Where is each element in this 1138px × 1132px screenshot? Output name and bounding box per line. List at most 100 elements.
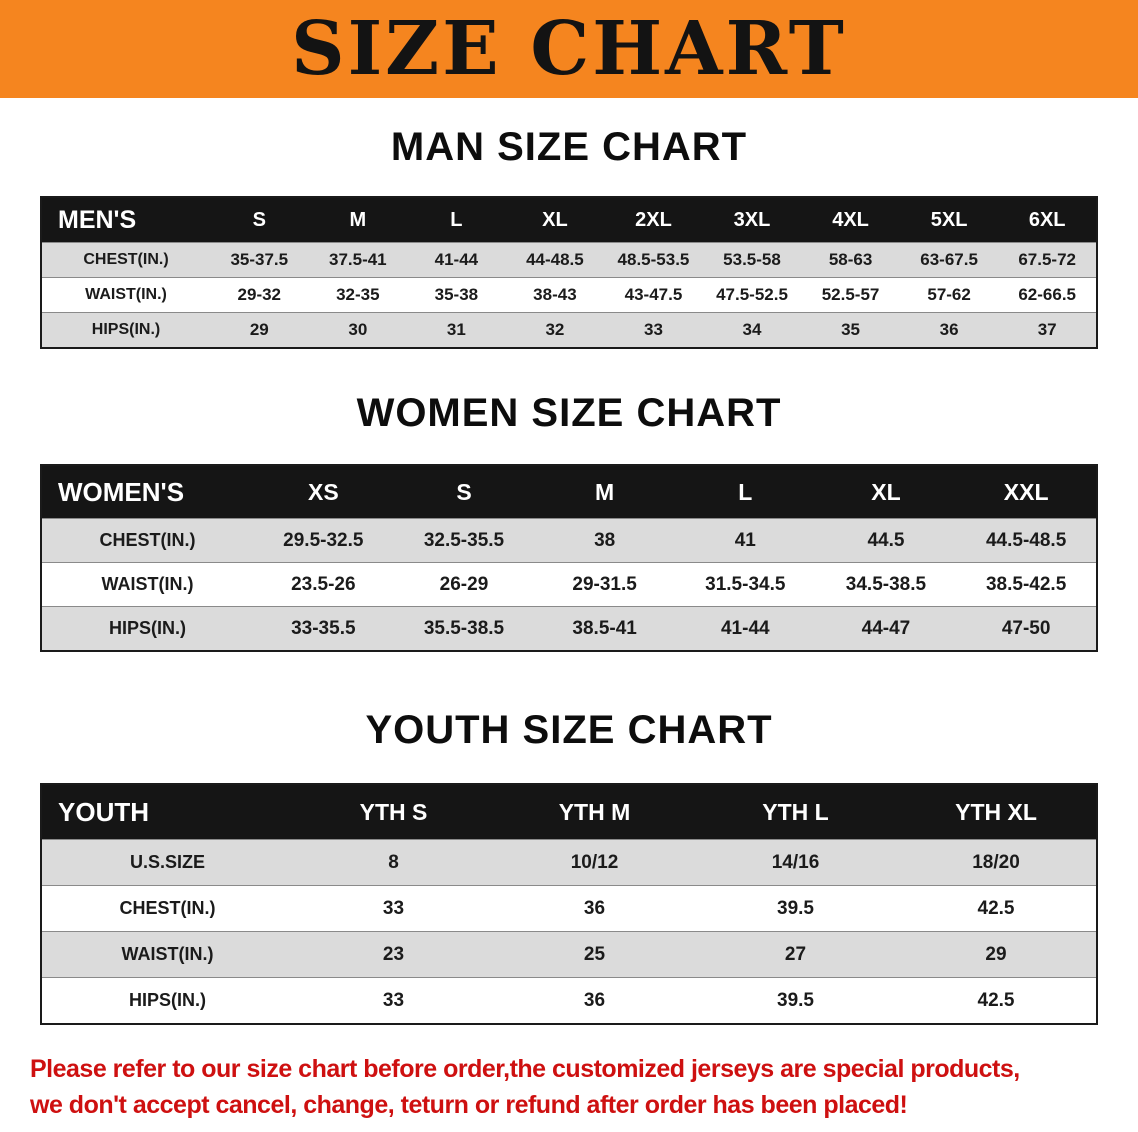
table-header-row: WOMEN'S XS S M L XL XXL [41, 465, 1097, 519]
size-column-header: YTH S [293, 784, 494, 840]
table-group-label: WOMEN'S [41, 465, 253, 519]
table-row: CHEST(IN.) 29.5-32.5 32.5-35.5 38 41 44.5 44.5… [41, 518, 1097, 563]
size-column-header: L [407, 197, 506, 243]
measurement-value: 32.5-35.5 [393, 518, 535, 563]
youth-table-container: YOUTH YTH S YTH M YTH L YTH XL U.S.SIZE 8 10/12… [0, 753, 1138, 1025]
disclaimer-line-1: Please refer to our size chart before or… [30, 1055, 1020, 1083]
measurement-value: 29-32 [210, 277, 309, 313]
men-table-container: MEN'S S M L XL 2XL 3XL 4XL 5XL 6XL CHEST(IN.) 35-37… [0, 170, 1138, 349]
measurement-value: 31 [407, 312, 506, 348]
size-column-header: M [308, 197, 408, 243]
size-column-header: 6XL [998, 197, 1097, 243]
measurement-value: 41-44 [407, 242, 506, 278]
measurement-value: 63-67.5 [899, 242, 999, 278]
measurement-value: 18/20 [896, 839, 1097, 886]
size-column-header: YTH M [494, 784, 695, 840]
measurement-value: 62-66.5 [998, 277, 1097, 313]
measurement-value: 44-47 [815, 606, 957, 651]
measurement-value: 32-35 [308, 277, 408, 313]
size-column-header: 5XL [899, 197, 999, 243]
table-header-row: YOUTH YTH S YTH M YTH L YTH XL [41, 784, 1097, 840]
measurement-value: 35 [801, 312, 900, 348]
size-column-header: XL [505, 197, 605, 243]
measurement-value: 38-43 [505, 277, 605, 313]
size-column-header: S [210, 197, 309, 243]
measurement-value: 53.5-58 [702, 242, 802, 278]
measurement-value: 14/16 [695, 839, 896, 886]
measurement-value: 29 [896, 931, 1097, 978]
disclaimer-line-2: we don't accept cancel, change, teturn o… [30, 1091, 908, 1120]
measurement-label: HIPS(IN.) [41, 606, 253, 651]
measurement-label: CHEST(IN.) [41, 518, 253, 563]
measurement-value: 38.5-42.5 [956, 562, 1097, 607]
measurement-value: 48.5-53.5 [604, 242, 703, 278]
measurement-value: 58-63 [801, 242, 900, 278]
measurement-value: 44.5-48.5 [956, 518, 1097, 563]
measurement-value: 36 [494, 885, 695, 932]
men-section-heading: MAN SIZE CHART [390, 125, 748, 169]
table-row: CHEST(IN.) 35-37.5 37.5-41 41-44 44-48.5 48.5… [41, 242, 1097, 278]
measurement-value: 32 [505, 312, 605, 348]
measurement-value: 27 [695, 931, 896, 978]
measurement-label: WAIST(IN.) [41, 931, 293, 978]
measurement-value: 29 [210, 312, 309, 348]
measurement-value: 67.5-72 [998, 242, 1097, 278]
size-column-header: 4XL [801, 197, 900, 243]
measurement-value: 42.5 [896, 885, 1097, 932]
women-size-table: WOMEN'S XS S M L XL XXL CHEST(IN.) 29.5-32.5 32.5… [40, 464, 1098, 652]
size-column-header: YTH XL [896, 784, 1097, 840]
women-table-container: WOMEN'S XS S M L XL XXL CHEST(IN.) 29.5-32.5 32.5… [0, 436, 1138, 652]
table-row: WAIST(IN.) 29-32 32-35 35-38 38-43 43-47.5 47.… [41, 277, 1097, 313]
measurement-value: 41-44 [674, 606, 816, 651]
measurement-value: 39.5 [695, 977, 896, 1024]
measurement-value: 41 [674, 518, 816, 563]
measurement-value: 36 [899, 312, 999, 348]
measurement-value: 10/12 [494, 839, 695, 886]
measurement-label: HIPS(IN.) [41, 312, 210, 348]
size-column-header: XS [253, 465, 394, 519]
size-column-header: YTH L [695, 784, 896, 840]
table-row: WAIST(IN.) 23.5-26 26-29 29-31.5 31.5-34.5 34… [41, 562, 1097, 607]
measurement-value: 8 [293, 839, 494, 886]
youth-size-table: YOUTH YTH S YTH M YTH L YTH XL U.S.SIZE 8 10/12… [40, 783, 1098, 1025]
size-column-header: 3XL [702, 197, 802, 243]
measurement-value: 38.5-41 [534, 606, 675, 651]
measurement-value: 43-47.5 [604, 277, 703, 313]
size-chart-banner: SIZE CHART [0, 0, 1138, 98]
measurement-value: 39.5 [695, 885, 896, 932]
measurement-label: WAIST(IN.) [41, 562, 253, 607]
measurement-value: 35-38 [407, 277, 506, 313]
measurement-value: 33 [293, 885, 494, 932]
measurement-value: 35-37.5 [210, 242, 309, 278]
banner-title: SIZE CHART [291, 6, 847, 92]
measurement-value: 47-50 [956, 606, 1097, 651]
measurement-value: 31.5-34.5 [674, 562, 816, 607]
youth-section-heading: YOUTH SIZE CHART [365, 708, 773, 752]
measurement-value: 38 [534, 518, 675, 563]
measurement-value: 29.5-32.5 [253, 518, 394, 563]
measurement-value: 52.5-57 [801, 277, 900, 313]
table-row: HIPS(IN.) 29 30 31 32 33 34 35 36 37 [41, 312, 1097, 348]
measurement-value: 44-48.5 [505, 242, 605, 278]
measurement-value: 33 [293, 977, 494, 1024]
measurement-value: 25 [494, 931, 695, 978]
size-column-header: XXL [956, 465, 1097, 519]
order-disclaimer: Please refer to our size chart before or… [0, 1025, 1138, 1124]
measurement-value: 34 [702, 312, 802, 348]
measurement-value: 44.5 [815, 518, 957, 563]
measurement-label: CHEST(IN.) [41, 885, 293, 932]
measurement-value: 30 [308, 312, 408, 348]
measurement-value: 37 [998, 312, 1097, 348]
measurement-label: HIPS(IN.) [41, 977, 293, 1024]
size-column-header: L [674, 465, 816, 519]
table-row: HIPS(IN.) 33-35.5 35.5-38.5 38.5-41 41-44 44-… [41, 606, 1097, 651]
table-row: CHEST(IN.) 33 36 39.5 42.5 [41, 885, 1097, 932]
measurement-value: 47.5-52.5 [702, 277, 802, 313]
measurement-value: 35.5-38.5 [393, 606, 535, 651]
size-column-header: S [393, 465, 535, 519]
measurement-label: U.S.SIZE [41, 839, 293, 886]
measurement-value: 23.5-26 [253, 562, 394, 607]
table-group-label: YOUTH [41, 784, 293, 840]
size-column-header: 2XL [604, 197, 703, 243]
measurement-value: 33 [604, 312, 703, 348]
